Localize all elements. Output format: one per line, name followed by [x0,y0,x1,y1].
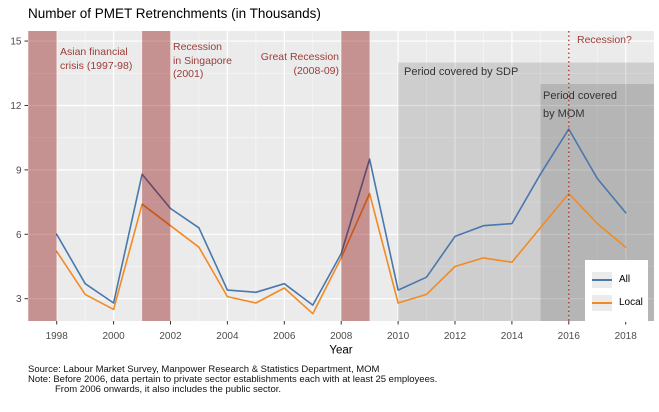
annotation-great-recession: Great Recession (2008-09) [239,50,339,78]
annotation-line: Great Recession [260,51,339,63]
annotation-period-sdp: Period covered by SDP [404,66,519,78]
x-tick-label: 1998 [46,331,69,342]
annotation-recession-singapore: Recession in Singapore (2001) [173,41,232,82]
x-tick-label: 2010 [387,331,410,342]
footer-source: Source: Labour Market Survey, Manpower R… [28,364,380,375]
annotation-line: crisis (1997-98) [60,60,133,72]
x-tick-label: 2008 [330,331,353,342]
legend: All Local [585,260,648,322]
legend-item-all: All [592,271,648,288]
recession-band [28,31,57,321]
annotation-line: Period covered [543,90,617,102]
y-tick-label: 15 [10,37,22,48]
annotation-line: Recession [173,41,223,53]
legend-key-all [592,271,612,288]
y-tick-label: 12 [10,101,22,112]
chart-title: Number of PMET Retrenchments (in Thousan… [28,6,321,21]
legend-key-local [592,294,612,311]
annotation-recession-question: Recession? [577,34,632,46]
recession-band [142,31,171,321]
legend-label-all: All [619,274,631,285]
legend-item-local: Local [592,294,648,311]
x-tick-label: 2014 [501,331,524,342]
x-tick-label: 2016 [558,331,581,342]
annotation-line: in Singapore [173,54,232,67]
x-tick-label: 2018 [615,331,638,342]
x-tick-label: 2000 [102,331,125,342]
annotation-line: (2008-09) [293,65,339,77]
x-tick-label: 2012 [444,331,467,342]
series-line-local [55,192,627,315]
y-tick-label: 9 [16,165,22,176]
x-tick-label: 2004 [216,331,239,342]
legend-key-line-local [592,301,612,304]
x-tick-label: 2006 [273,331,296,342]
footer-note-1: Note: Before 2006, data pertain to priva… [28,374,438,385]
annotation-line: (2001) [173,68,204,80]
recession-band [341,31,370,321]
annotation-line: Asian financial [60,46,128,58]
y-tick-label: 6 [16,230,22,241]
legend-key-line-all [592,278,612,281]
y-tick-label: 3 [16,294,22,305]
annotation-line: by MOM [543,108,585,120]
x-tick-label: 2002 [159,331,182,342]
annotation-period-mom: Period covered by MOM [543,87,617,123]
legend-label-local: Local [619,297,643,308]
annotation-asian-financial-crisis: Asian financial crisis (1997-98) [60,45,132,73]
series-line-all [55,128,627,306]
footer-note-2: From 2006 onwards, it also includes the … [55,384,282,395]
x-axis-title: Year [329,345,352,357]
